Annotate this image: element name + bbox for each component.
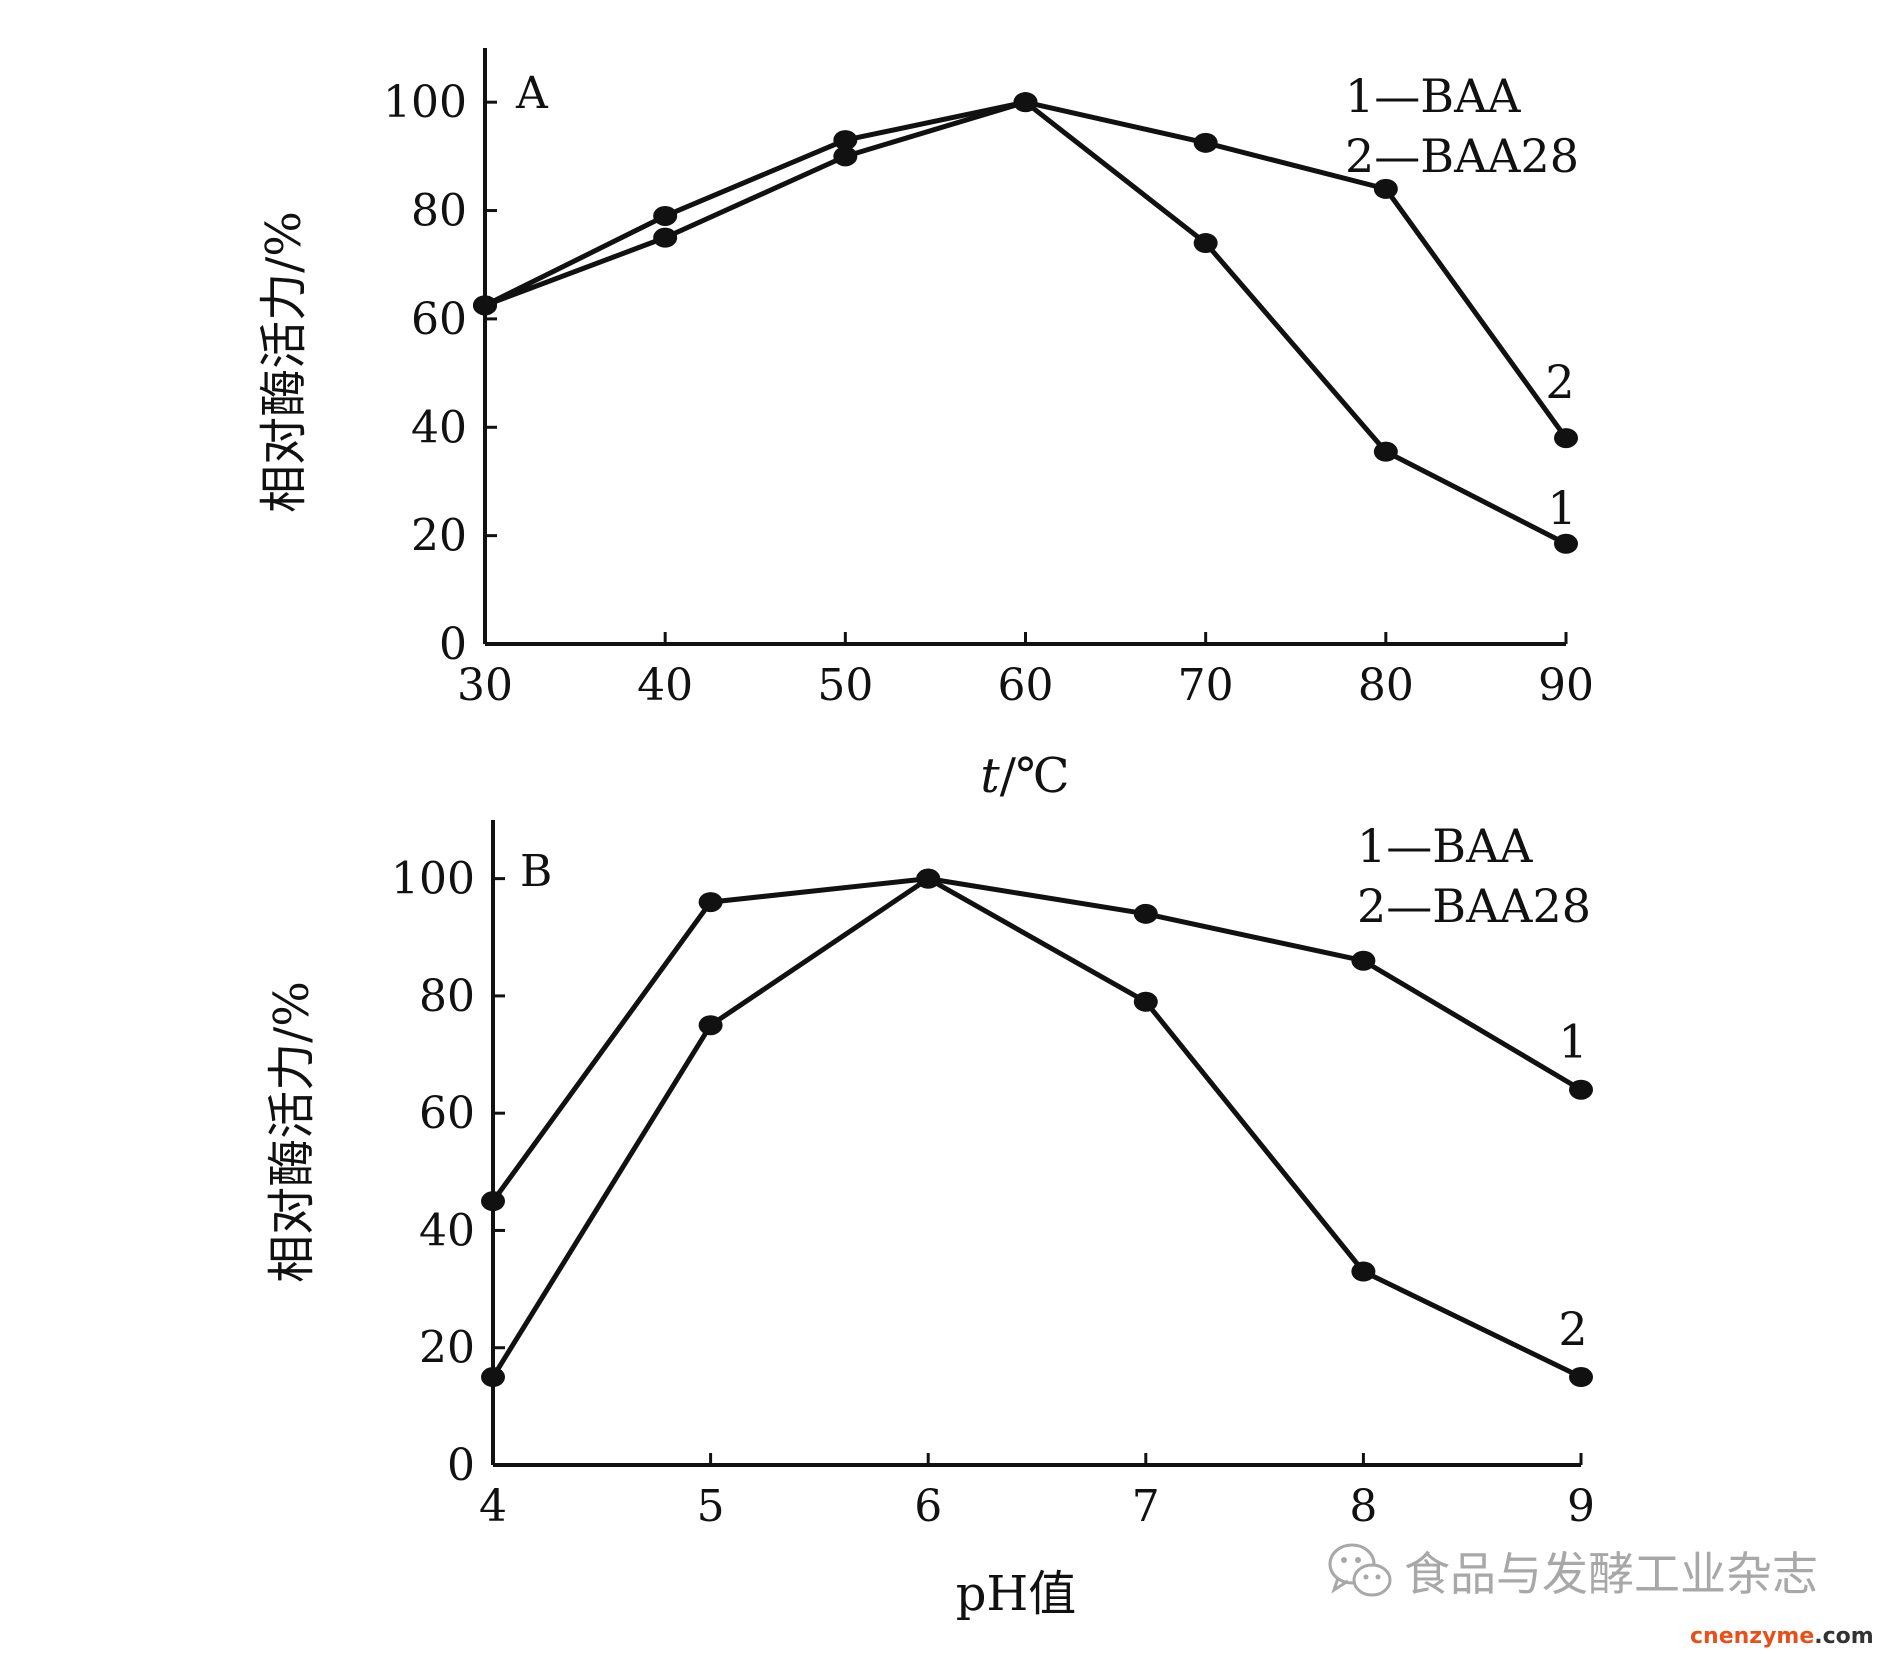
series-1-point [1554, 533, 1578, 554]
series-2-point [1193, 132, 1218, 153]
series-2-point [1569, 1367, 1593, 1388]
x-tick-label: 7 [1132, 1481, 1160, 1532]
series-2-line [490, 876, 1584, 1380]
series-2-point [1351, 1261, 1376, 1282]
series-1-point [833, 146, 858, 167]
series-2-point [833, 130, 858, 151]
data-points-a [473, 92, 1578, 554]
chart-panel-a: 0 20 40 60 80 100 30 40 50 60 70 80 90 相对酶活力/% t/℃ A 1—B… [256, 48, 1594, 804]
x-tick-label: 80 [1358, 660, 1414, 711]
series-2-point [1133, 991, 1158, 1012]
chart-panel-b: 0 20 40 60 80 100 4 5 6 7 8 9 相对酶活力/% pH值 B 1—BAA 2—BAA2… [264, 819, 1595, 1622]
series-1-point [653, 227, 678, 248]
series-1-point [1569, 1079, 1593, 1100]
x-tick-label: 50 [817, 660, 873, 711]
curve-label-2: 2 [1545, 355, 1574, 409]
y-tick-label: 100 [383, 77, 467, 128]
y-tick-label: 40 [411, 402, 467, 453]
labels-b: 0 20 40 60 80 100 4 5 6 7 8 9 相对酶活力/% pH值 B 1—BAA 2—BAA2… [264, 819, 1595, 1622]
y-axis-title: 相对酶活力/% [256, 211, 312, 513]
series-2-point [653, 205, 678, 226]
series-2-point [1013, 92, 1038, 113]
x-tick-label: 90 [1538, 660, 1594, 711]
series-1-point [1373, 441, 1398, 462]
curve-label-1: 1 [1558, 1015, 1587, 1069]
y-tick-label: 60 [411, 294, 467, 345]
legend-entry-1: 1—BAA [1357, 819, 1533, 873]
curve-label-2: 2 [1558, 1302, 1587, 1356]
series-lines-b [490, 876, 1584, 1380]
data-points-b [481, 868, 1593, 1388]
series-2-point [481, 1367, 505, 1388]
series-2-point [698, 1015, 723, 1036]
series-1-point [1193, 233, 1218, 254]
wechat-icon [1328, 1543, 1392, 1597]
x-tick-label: 60 [998, 660, 1054, 711]
series-1-point [698, 892, 723, 913]
y-tick-label: 20 [419, 1323, 475, 1374]
x-tick-label: 9 [1567, 1481, 1595, 1532]
watermark: 食品与发酵工业杂志 [1328, 1543, 1818, 1601]
x-axis-title: pH值 [956, 1566, 1077, 1622]
series-1-point [481, 1191, 505, 1212]
x-axis-title-var: t [980, 748, 1000, 804]
series-1-line [490, 876, 1584, 1204]
svg-text:cnenzyme.com: cnenzyme.com [1690, 1624, 1874, 1649]
series-1-point [1133, 903, 1158, 924]
x-tick-label: 40 [637, 660, 693, 711]
legend-entry-2: 2—BAA28 [1345, 129, 1579, 183]
x-tick-label: 5 [697, 1481, 725, 1532]
y-tick-label: 100 [391, 854, 475, 905]
curve-label-1: 1 [1547, 481, 1576, 535]
y-tick-label: 0 [439, 619, 467, 670]
panel-letter: A [515, 68, 549, 119]
series-2-point [1554, 428, 1578, 449]
axes-b [491, 820, 1583, 1467]
x-tick-label: 70 [1178, 660, 1234, 711]
site-logo[interactable]: cnenzyme.com [1690, 1624, 1874, 1649]
series-2-point [1373, 178, 1398, 199]
watermark-text: 食品与发酵工业杂志 [1404, 1547, 1818, 1601]
x-tick-label: 6 [914, 1481, 942, 1532]
y-tick-label: 80 [419, 971, 475, 1022]
x-tick-label: 8 [1349, 1481, 1377, 1532]
y-tick-label: 80 [411, 186, 467, 237]
panel-letter: B [520, 846, 552, 897]
legend-entry-1: 1—BAA [1345, 69, 1521, 123]
y-axis-title: 相对酶活力/% [264, 981, 320, 1283]
x-axis-title-unit: /℃ [1000, 748, 1070, 804]
series-2-point [473, 295, 497, 316]
y-tick-label: 40 [419, 1205, 475, 1256]
x-tick-label: 30 [457, 660, 513, 711]
legend-entry-2: 2—BAA28 [1357, 879, 1591, 933]
x-axis-title: t/℃ [980, 748, 1069, 804]
y-tick-label: 20 [411, 511, 467, 562]
logo-main: cnenzyme [1690, 1624, 1814, 1649]
series-1-point [1351, 950, 1376, 971]
x-tick-label: 4 [479, 1481, 507, 1532]
y-tick-label: 60 [419, 1088, 475, 1139]
logo-suffix: .com [1814, 1624, 1873, 1649]
series-2-point [916, 868, 941, 889]
axes-a [483, 48, 1568, 646]
y-tick-label: 0 [447, 1440, 475, 1491]
labels-a: 0 20 40 60 80 100 30 40 50 60 70 80 90 相对酶活力/% t/℃ A 1—B… [256, 68, 1594, 804]
